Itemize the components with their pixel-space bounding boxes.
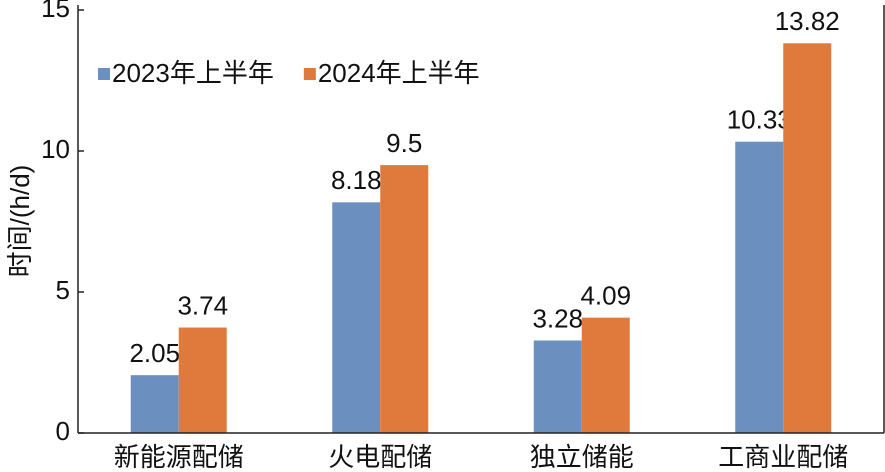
value-label: 2.05 [129,338,180,368]
bar [735,141,784,433]
legend-swatch [303,68,316,80]
value-label: 8.18 [331,165,382,195]
bar [178,327,227,433]
y-tick-label: 10 [41,134,70,164]
bar [581,317,630,433]
y-tick-label: 15 [41,0,70,23]
bar [533,340,582,433]
value-label: 3.74 [177,290,228,320]
bar [380,165,429,433]
value-label: 10.33 [727,105,792,135]
x-tick-label: 新能源配储 [114,442,244,472]
y-axis-label: 时间/(h/d) [5,165,35,278]
legend-swatch [98,68,110,80]
value-label: 9.5 [386,128,422,158]
bar [332,202,381,433]
x-tick-label: 火电配储 [328,442,432,472]
x-tick-label: 独立储能 [530,442,634,472]
y-tick-label: 5 [56,275,70,305]
value-label: 13.82 [775,6,840,36]
legend-label: 2024年上半年 [318,58,480,88]
bar [130,375,179,433]
y-tick-label: 0 [56,416,70,446]
value-label: 3.28 [532,303,583,333]
x-tick-label: 工商业配储 [718,442,848,472]
legend-label: 2023年上半年 [112,58,274,88]
value-label: 4.09 [580,281,631,311]
bar [783,43,832,433]
